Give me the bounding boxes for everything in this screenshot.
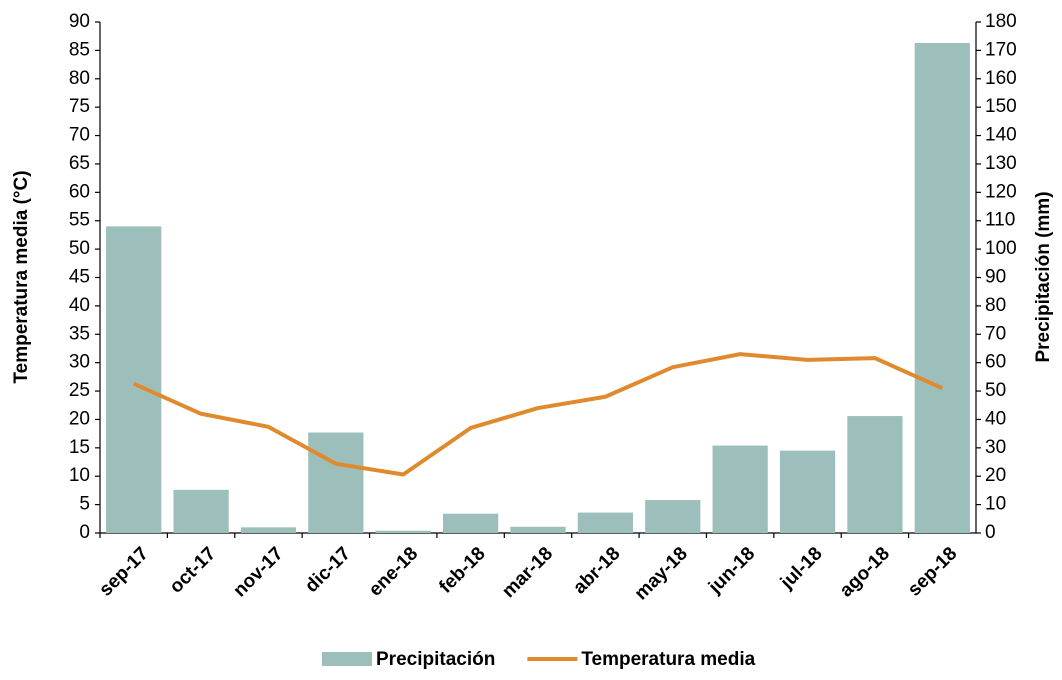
bar [308,432,364,533]
y2-tick-label: 20 [985,465,1006,486]
bar [712,445,768,533]
y-tick-label: 80 [69,68,90,89]
bar [173,489,229,533]
legend-label: Temperatura media [581,649,755,670]
line [132,352,944,477]
y-tick-label: 45 [69,267,90,288]
bar [240,527,297,533]
y2-tick-label: 40 [985,408,1006,429]
y-tick-label: 20 [69,408,90,429]
x-tick-label: sep-18 [904,543,961,600]
y-tick-label: 40 [69,295,90,316]
bar [779,450,836,533]
y2-tick-label: 60 [985,352,1006,373]
y2-axis-title: Precipitación (mm) [1033,191,1054,362]
legend-swatch [322,652,372,666]
y2-tick-label: 110 [985,210,1015,231]
y-tick-label: 55 [69,210,90,231]
y-tick-label: 15 [69,437,90,458]
y-tick-label: 10 [69,465,90,486]
y2-tick-label: 180 [985,11,1017,32]
x-tick-label: feb-18 [435,543,489,597]
x-tick-label: sep-17 [95,543,152,600]
y-tick-label: 5 [79,494,90,515]
y2-tick-label: 100 [985,238,1017,259]
y2-tick-label: 130 [985,153,1017,174]
y2-tick-label: 10 [985,494,1006,515]
x-tick-label: jul-18 [776,543,827,594]
y2-tick-label: 50 [985,380,1006,401]
y2-tick-label: 30 [985,437,1006,458]
legend-label: Precipitación [376,649,495,670]
y-tick-label: 35 [69,323,90,344]
bar [577,512,634,533]
y2-tick-label: 0 [985,522,996,543]
y2-tick-label: 70 [985,323,1006,344]
y-tick-label: 65 [69,153,90,174]
y2-tick-label: 140 [985,125,1017,146]
y-tick-label: 50 [69,238,90,259]
bar [914,43,970,533]
y-tick-label: 25 [69,380,90,401]
bar [442,513,499,533]
x-tick-label: abr-18 [569,543,624,598]
x-tick-label: ago-18 [836,543,894,601]
x-tick-label: jun-18 [704,543,759,598]
bar [510,526,566,533]
y-tick-label: 0 [79,522,90,543]
x-tick-label: dic-17 [301,543,355,597]
bar [645,500,701,533]
y-tick-label: 90 [69,11,90,32]
y-tick-label: 70 [69,125,90,146]
x-tick-label: ene-18 [365,543,422,600]
y2-tick-label: 150 [985,96,1017,117]
y2-tick-label: 160 [985,68,1017,89]
y2-tick-label: 120 [985,181,1017,202]
y-tick-label: 75 [69,96,90,117]
y-tick-label: 85 [69,39,90,60]
x-tick-label: may-18 [631,543,692,604]
bar [106,226,162,533]
x-tick-label: oct-17 [166,543,220,597]
y-tick-label: 30 [69,352,90,373]
x-tick-label: mar-18 [498,543,557,602]
y2-tick-label: 170 [985,39,1017,60]
y-axis-title: Temperatura media (°C) [11,170,32,383]
y2-tick-label: 90 [985,267,1006,288]
bar [375,530,431,533]
y-tick-label: 60 [69,181,90,202]
y2-tick-label: 80 [985,295,1006,316]
x-tick-label: nov-17 [229,543,287,601]
bar [847,416,903,533]
